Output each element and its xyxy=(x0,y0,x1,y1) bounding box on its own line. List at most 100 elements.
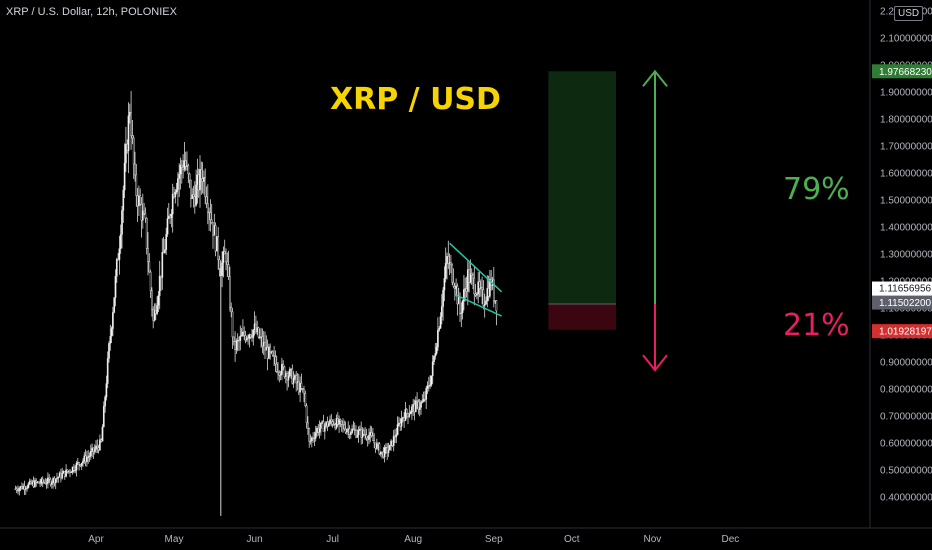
candle-body-55 xyxy=(86,457,88,463)
candle-body-87 xyxy=(127,115,130,152)
candle-body-65 xyxy=(99,439,101,451)
candle-body-190 xyxy=(261,336,264,347)
candle-body-120 xyxy=(170,213,173,219)
entry-price-label[interactable]: 1.11502200 xyxy=(879,298,932,309)
candle-body-343 xyxy=(460,312,463,315)
candle-body-364 xyxy=(487,288,490,297)
candle-body-139 xyxy=(195,184,197,206)
symbol-header[interactable]: XRP / U.S. Dollar, 12h, POLONIEX xyxy=(6,6,177,18)
candle-body-116 xyxy=(165,233,168,250)
candle-body-341 xyxy=(457,297,460,305)
candle-body-156 xyxy=(217,236,220,261)
candle-body-82 xyxy=(121,210,123,235)
candle-body-78 xyxy=(115,259,118,277)
price-axis[interactable] xyxy=(870,0,932,550)
stop-price-label[interactable]: 1.01928197 xyxy=(879,327,932,338)
candle-body-250 xyxy=(339,419,342,422)
candle-body-346 xyxy=(464,288,467,290)
y-tick-label-17: 0.50000000 xyxy=(880,466,932,477)
candle-body-75 xyxy=(112,312,114,329)
candle-body-259 xyxy=(351,428,353,433)
candles[interactable] xyxy=(14,91,498,496)
candle-body-60 xyxy=(92,447,95,452)
candle-body-313 xyxy=(421,400,424,403)
candle-body-275 xyxy=(372,435,374,441)
target-price-label-bg xyxy=(872,64,932,79)
candle-body-169 xyxy=(234,341,236,350)
candle-body-62 xyxy=(95,445,97,450)
x-tick-label-0: Apr xyxy=(88,534,104,545)
candle-body-291 xyxy=(392,435,395,447)
candle-body-304 xyxy=(409,412,412,415)
candle-body-35 xyxy=(60,472,62,479)
current-price-label[interactable]: 1.11656956 xyxy=(879,284,932,295)
candle-body-282 xyxy=(381,451,383,453)
candle-body-131 xyxy=(184,160,187,167)
candle-body-240 xyxy=(326,421,329,427)
candle-body-326 xyxy=(438,327,441,331)
candle-body-39 xyxy=(65,469,67,477)
candle-body-281 xyxy=(379,451,382,455)
x-tick-label-6: Oct xyxy=(564,534,580,545)
currency-label[interactable]: USD xyxy=(894,6,924,21)
candle-body-277 xyxy=(374,442,377,449)
candle-body-238 xyxy=(323,425,326,432)
candle-body-306 xyxy=(412,403,415,408)
candle-body-195 xyxy=(268,346,270,359)
stop-price-label-bg xyxy=(872,324,932,339)
candle-body-142 xyxy=(199,169,201,191)
candle-body-118 xyxy=(167,215,170,219)
candle-body-144 xyxy=(201,178,204,182)
candle-body-301 xyxy=(405,409,408,414)
candle-body-337 xyxy=(452,281,455,287)
candle-body-285 xyxy=(385,447,387,449)
candle-body-268 xyxy=(362,429,365,435)
candle-body-353 xyxy=(473,277,476,295)
candle-body-72 xyxy=(108,343,110,359)
candle-body-25 xyxy=(47,477,49,484)
candle-body-362 xyxy=(485,300,487,305)
candle-body-122 xyxy=(173,193,175,198)
candle-body-207 xyxy=(283,366,286,377)
candle-body-128 xyxy=(180,164,183,168)
candle-body-193 xyxy=(265,346,268,351)
y-tick-label-3: 1.90000000 xyxy=(880,88,932,99)
candle-body-289 xyxy=(390,440,392,446)
y-tick-label-4: 1.80000000 xyxy=(880,115,932,126)
candle-body-305 xyxy=(411,406,413,413)
candle-body-212 xyxy=(290,368,292,371)
candle-body-67 xyxy=(101,426,104,442)
candle-body-205 xyxy=(281,363,283,375)
candle-body-270 xyxy=(365,434,368,439)
candle-body-73 xyxy=(109,336,112,344)
candle-body-36 xyxy=(61,473,64,479)
candle-body-218 xyxy=(297,381,300,393)
candle-body-92 xyxy=(134,163,136,176)
candle-body-241 xyxy=(327,423,330,427)
candle-body-108 xyxy=(154,309,157,314)
candle-body-141 xyxy=(197,174,200,191)
candle-body-79 xyxy=(117,259,119,261)
candle-body-330 xyxy=(443,278,446,291)
target-price-label[interactable]: 1.97668230 xyxy=(879,67,932,78)
profit-zone[interactable] xyxy=(548,71,616,304)
candle-body-233 xyxy=(317,427,320,433)
trendline-1[interactable] xyxy=(449,242,503,293)
down-arrow-head xyxy=(642,354,668,372)
candle-body-181 xyxy=(249,334,252,338)
candle-body-8 xyxy=(24,488,27,490)
candle-body-54 xyxy=(84,455,87,463)
candle-body-24 xyxy=(45,483,48,485)
loss-zone[interactable] xyxy=(548,303,616,330)
x-tick-label-8: Dec xyxy=(722,534,740,545)
trendline-2[interactable] xyxy=(454,293,502,317)
candle-body-221 xyxy=(301,388,304,390)
x-tick-label-7: Nov xyxy=(644,534,662,545)
candle-body-247 xyxy=(335,418,338,429)
candle-body-196 xyxy=(269,346,272,353)
candle-body-30 xyxy=(53,477,56,484)
candle-body-298 xyxy=(401,417,404,419)
candle-body-89 xyxy=(130,111,132,136)
candle-body-102 xyxy=(147,248,149,262)
